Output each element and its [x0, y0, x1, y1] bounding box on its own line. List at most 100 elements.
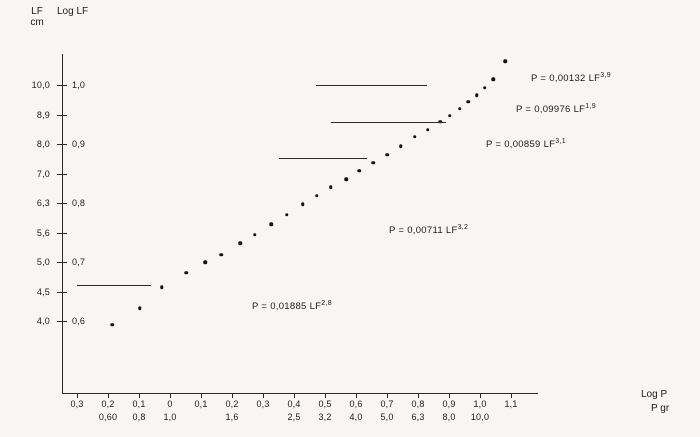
x-axis-tick — [108, 393, 109, 398]
data-point — [301, 202, 305, 206]
equation-base: P = 0,00711 LF — [389, 225, 458, 237]
x-axis-weight-tick-label: 0,60 — [98, 412, 118, 422]
y-axis-length-tick-label: 8,9 — [36, 109, 50, 120]
x-axis-tick — [356, 393, 357, 398]
x-axis-log-tick-label: 1,1 — [504, 399, 518, 409]
x-axis-tick — [232, 393, 233, 398]
y-axis-unit-label: LF cm — [24, 6, 50, 28]
y-axis-length-tick-label: 10,0 — [31, 80, 50, 90]
data-point — [371, 161, 375, 165]
x-axis-tick — [325, 393, 326, 398]
x-axis-tick — [449, 393, 450, 398]
equation-exponent: 2,8 — [321, 300, 332, 307]
x-axis-log-tick-label: 0,3 — [70, 399, 84, 409]
y-axis-tick — [57, 291, 67, 293]
y-axis-log-tick-label: 0,8 — [72, 198, 86, 208]
x-axis-tick — [511, 393, 512, 398]
equation-base: P = 0,01885 LF — [252, 301, 322, 313]
data-point — [491, 77, 495, 81]
y-axis-log-tick-label: 0,7 — [72, 257, 86, 267]
x-axis-weight-tick-label: 0,8 — [132, 412, 146, 422]
x-axis-log-tick-label: 0,3 — [256, 399, 270, 409]
y-axis-tick — [57, 262, 67, 263]
data-point — [285, 213, 289, 217]
x-axis-log-tick-label: 0 — [167, 399, 173, 409]
x-axis-tick — [294, 393, 295, 398]
range-segment — [331, 122, 446, 124]
equation-annotation: P = 0,00859 LF3,1 — [486, 138, 566, 150]
x-axis-tick — [480, 393, 481, 398]
y-axis-tick — [57, 144, 67, 145]
y-axis-title: Log LF — [57, 6, 89, 17]
equation-base: P = 0,00132 LF — [531, 73, 601, 85]
data-point — [448, 113, 452, 118]
x-axis-weight-tick-label: 8,0 — [442, 412, 456, 422]
x-axis-unit-label: P gr — [651, 403, 670, 414]
y-axis-length-tick-label: 4,0 — [36, 316, 50, 326]
x-axis-log-tick-label: 0,4 — [287, 399, 301, 409]
y-axis-unit-line2: cm — [30, 17, 44, 28]
equation-exponent: 3,1 — [555, 138, 566, 145]
x-axis-weight-tick-label: 6,3 — [411, 412, 425, 422]
data-point — [482, 86, 487, 90]
data-point — [184, 270, 188, 275]
y-axis-length-tick-label: 5,0 — [36, 257, 50, 267]
y-axis-tick — [57, 114, 67, 116]
data-point — [160, 285, 164, 290]
y-axis-log-tick-label: 0,6 — [72, 316, 86, 326]
x-axis-weight-tick-label: 5,0 — [380, 412, 394, 422]
data-point — [475, 93, 479, 97]
x-axis-weight-tick-label: 4,0 — [349, 412, 363, 422]
range-segment — [315, 85, 428, 86]
data-point — [426, 128, 430, 132]
data-point — [203, 260, 207, 264]
y-axis-tick — [57, 203, 67, 204]
data-point — [269, 222, 273, 226]
y-axis-tick — [57, 173, 67, 175]
x-axis-tick — [170, 393, 171, 398]
data-point — [253, 233, 257, 237]
x-axis-tick — [387, 393, 388, 398]
equation-base: P = 0,09976 LF — [516, 104, 586, 116]
y-axis-length-tick-label: 8,0 — [36, 139, 50, 149]
data-point — [315, 194, 319, 198]
x-axis-title: Log P — [641, 389, 668, 400]
y-axis-tick — [57, 232, 67, 234]
data-point — [357, 168, 361, 173]
equation-annotation: P = 0,09976 LF1,9 — [516, 103, 596, 115]
equation-annotation: P = 0,01885 LF2,8 — [252, 300, 332, 312]
equation-annotation: P = 0,00711 LF3,2 — [389, 224, 468, 236]
y-axis-log-tick-label: 1,0 — [72, 80, 86, 90]
y-axis-length-tick-label: 6,3 — [36, 198, 50, 208]
x-axis-tick — [201, 393, 202, 398]
x-axis-log-tick-label: 1,0 — [473, 399, 487, 409]
y-axis-unit-line1: LF — [31, 6, 43, 17]
x-axis-tick — [77, 393, 78, 398]
equation-exponent: 1,9 — [585, 103, 596, 110]
equation-base: P = 0,00859 LF — [486, 139, 556, 151]
x-axis-weight-tick-label: 2,5 — [287, 412, 301, 422]
y-axis-length-tick-label: 7,0 — [36, 168, 50, 179]
data-point — [385, 152, 389, 157]
y-axis-tick — [57, 85, 67, 86]
x-axis-log-tick-label: 0,1 — [132, 399, 146, 409]
x-axis-weight-tick-label: 10,0 — [470, 412, 490, 422]
y-axis-log-tick-label: 0,9 — [72, 139, 86, 149]
equation-exponent: 3,2 — [457, 224, 469, 231]
x-axis-log-tick-label: 0,8 — [411, 399, 425, 409]
data-point — [238, 241, 242, 245]
data-point — [413, 135, 417, 139]
data-point — [399, 144, 403, 149]
y-axis-length-tick-label: 4,5 — [36, 286, 50, 297]
x-axis-tick — [139, 393, 140, 398]
x-axis-line — [62, 393, 538, 394]
data-point — [458, 106, 462, 111]
x-axis-log-tick-label: 0,7 — [380, 399, 394, 409]
y-axis-tick — [57, 321, 67, 322]
x-axis-log-tick-label: 0,1 — [194, 399, 208, 409]
data-point — [219, 253, 223, 257]
y-axis-line — [62, 54, 63, 393]
range-segment — [278, 158, 367, 160]
data-point — [438, 119, 442, 124]
